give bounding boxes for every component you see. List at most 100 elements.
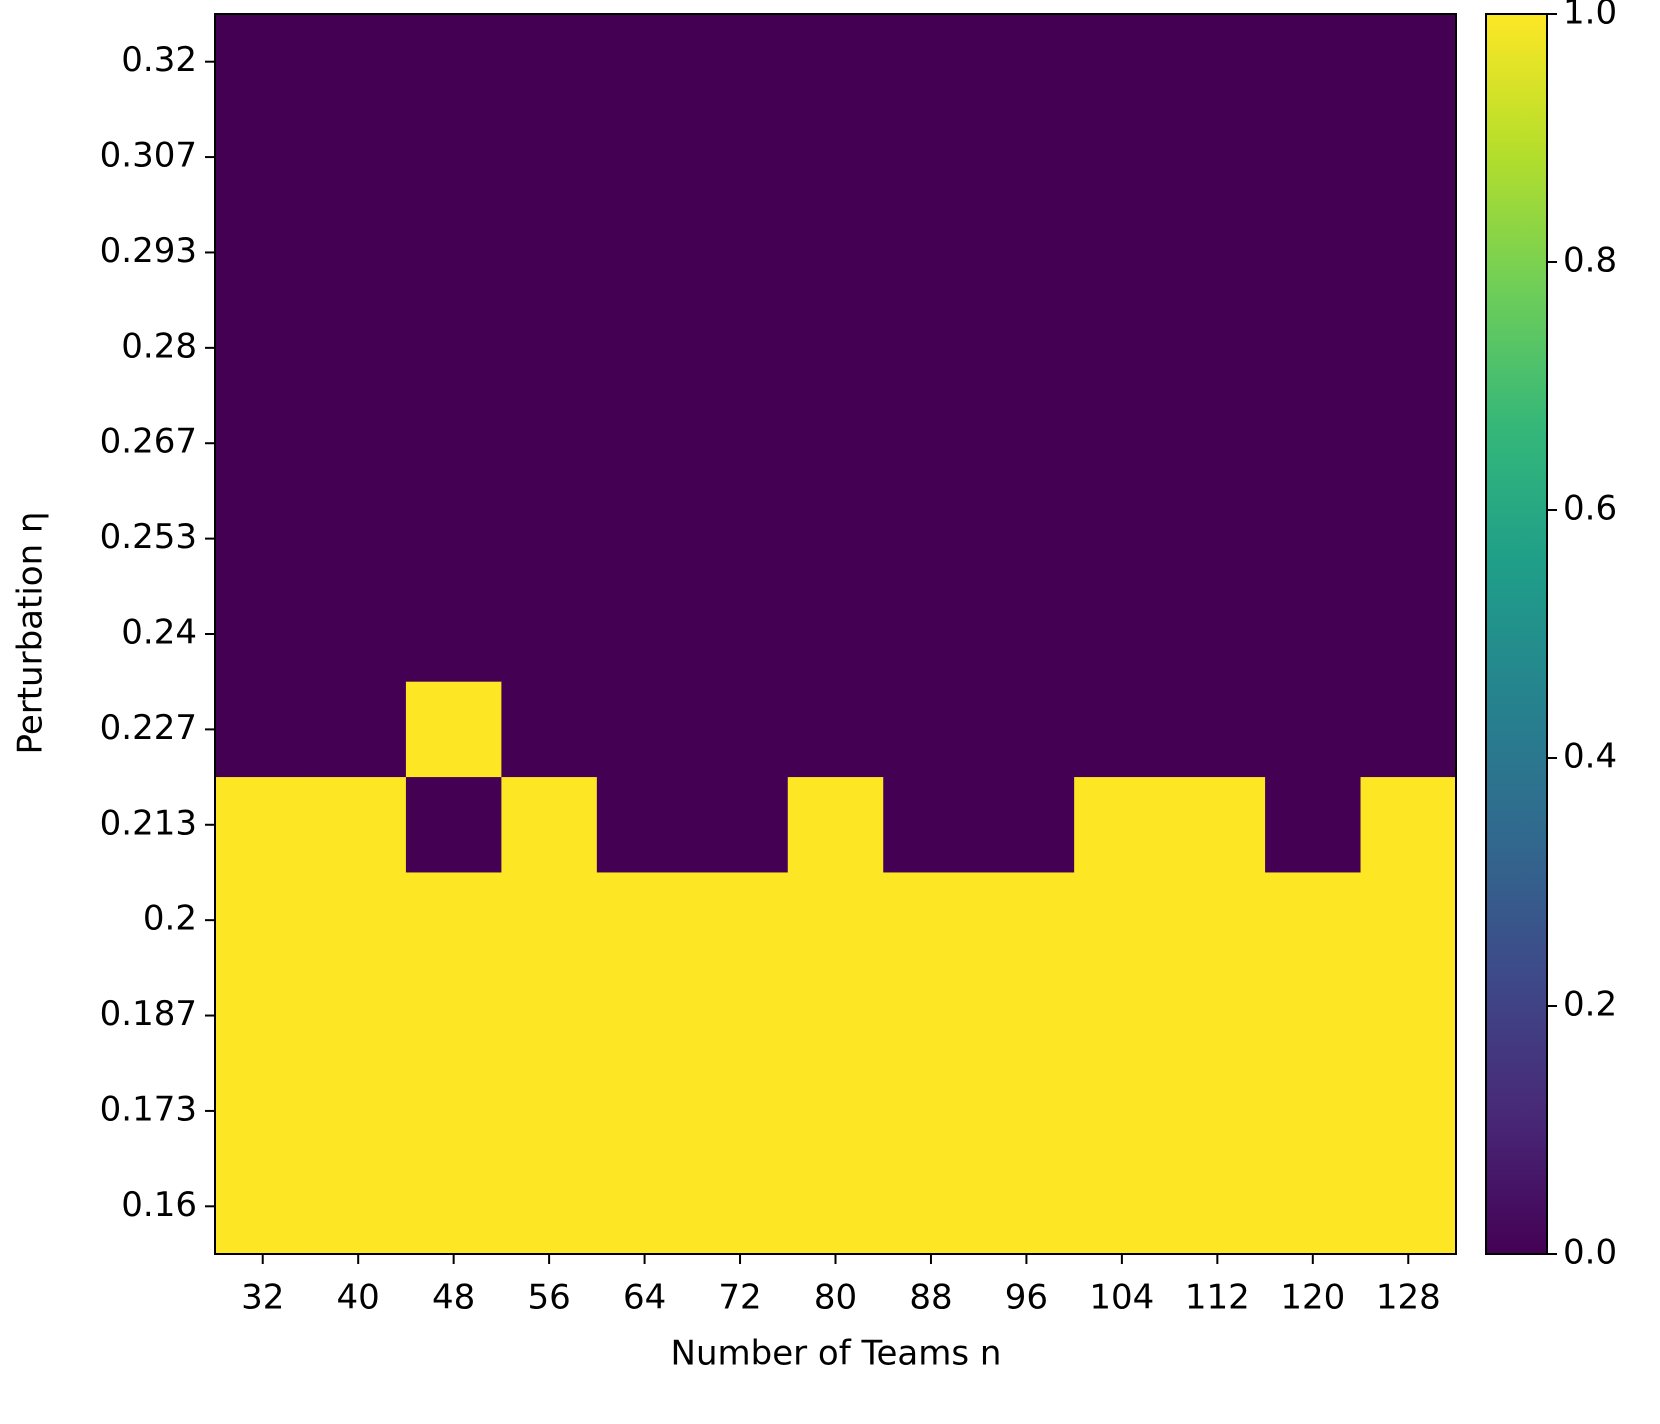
heatmap-cell [1074, 777, 1171, 874]
heatmap-cell [215, 1158, 312, 1255]
heatmap-cell [501, 1063, 598, 1160]
heatmap-cell [596, 109, 693, 206]
heatmap-cell [310, 1063, 407, 1160]
heatmap-cell [215, 14, 312, 110]
x-tick-label: 120 [1280, 1278, 1345, 1318]
heatmap-cell [1360, 967, 1457, 1064]
x-tick-label: 88 [909, 1278, 952, 1318]
heatmap-cell [883, 109, 980, 206]
heatmap-cell [692, 109, 789, 206]
heatmap-cell [692, 681, 789, 778]
heatmap-cell [692, 395, 789, 492]
heatmap-cell [405, 300, 502, 397]
heatmap-cell [1265, 14, 1362, 110]
heatmap-cell [883, 1063, 980, 1160]
x-tick-label: 112 [1185, 1278, 1250, 1318]
colorbar-tick-label: 0.6 [1563, 489, 1617, 529]
heatmap-cell [978, 777, 1075, 874]
heatmap-cell [596, 872, 693, 969]
heatmap-cell [405, 586, 502, 683]
heatmap-cell [787, 14, 884, 110]
heatmap-cell [787, 1158, 884, 1255]
heatmap-cell [787, 109, 884, 206]
heatmap-cell [1169, 395, 1266, 492]
heatmap-cell [1074, 109, 1171, 206]
heatmap-cell [1265, 1158, 1362, 1255]
heatmap-cell [1265, 109, 1362, 206]
heatmap-cell [215, 681, 312, 778]
heatmap-cell [883, 967, 980, 1064]
heatmap-cell [978, 1063, 1075, 1160]
y-tick-label: 0.24 [121, 613, 197, 653]
heatmap-cell [1360, 1158, 1457, 1255]
heatmap-cell [1360, 14, 1457, 110]
heatmap-cell [405, 1063, 502, 1160]
heatmap-cell [1265, 204, 1362, 301]
heatmap-cell [883, 395, 980, 492]
heatmap-cell [310, 586, 407, 683]
heatmap-cell [978, 300, 1075, 397]
heatmap-cell [1169, 1158, 1266, 1255]
heatmap-cell [1360, 109, 1457, 206]
heatmap-cell [310, 14, 407, 110]
heatmap-cell [692, 1158, 789, 1255]
heatmap-cell [596, 204, 693, 301]
heatmap-cell [787, 490, 884, 587]
x-tick-label: 128 [1376, 1278, 1441, 1318]
heatmap-cell [1074, 872, 1171, 969]
heatmap-cell [405, 967, 502, 1064]
heatmap-cell [596, 300, 693, 397]
heatmap-cell [215, 204, 312, 301]
heatmap-cell [215, 395, 312, 492]
heatmap-cell [1169, 777, 1266, 874]
heatmap-cell [1074, 14, 1171, 110]
heatmap-cell [787, 777, 884, 874]
heatmap-cell [1074, 1158, 1171, 1255]
y-tick-label: 0.28 [121, 326, 197, 366]
heatmap-cell [1265, 1063, 1362, 1160]
y-tick-label: 0.32 [121, 40, 197, 80]
heatmap-cell [501, 109, 598, 206]
heatmap-cell [501, 395, 598, 492]
heatmap-cell [501, 872, 598, 969]
heatmap-cell [1074, 967, 1171, 1064]
heatmap-cell [1265, 681, 1362, 778]
heatmap-cell [215, 586, 312, 683]
heatmap-cell [596, 586, 693, 683]
heatmap-cell [787, 586, 884, 683]
y-tick-label: 0.307 [100, 136, 197, 176]
heatmap-cell [692, 1063, 789, 1160]
heatmap-cell [1265, 586, 1362, 683]
heatmap-cell [883, 681, 980, 778]
heatmap-cell [1169, 109, 1266, 206]
heatmap-cell [310, 1158, 407, 1255]
heatmap-cell [501, 300, 598, 397]
y-tick-label: 0.213 [100, 803, 197, 843]
colorbar [1485, 13, 1548, 1255]
heatmap-cell [692, 967, 789, 1064]
heatmap-cell [501, 14, 598, 110]
heatmap-cell [883, 300, 980, 397]
heatmap-cell [596, 395, 693, 492]
heatmap-cell [787, 204, 884, 301]
heatmap-cell [1074, 204, 1171, 301]
heatmap-cell [501, 1158, 598, 1255]
heatmap-cell [1169, 967, 1266, 1064]
colorbar-tick-label: 0.4 [1563, 737, 1617, 777]
heatmap-cell [787, 872, 884, 969]
heatmap-cell [1265, 777, 1362, 874]
x-tick-label: 72 [718, 1278, 761, 1318]
heatmap-cell [501, 204, 598, 301]
heatmap-cell [405, 14, 502, 110]
heatmap-cell [1265, 300, 1362, 397]
heatmap-cell [1169, 586, 1266, 683]
heatmap-cell [1265, 395, 1362, 492]
heatmap-cell [787, 681, 884, 778]
x-tick-label: 48 [432, 1278, 475, 1318]
heatmap-cell [501, 777, 598, 874]
heatmap-cell [310, 967, 407, 1064]
heatmap-cell [405, 872, 502, 969]
heatmap-cell [596, 490, 693, 587]
heatmap-cell [310, 777, 407, 874]
